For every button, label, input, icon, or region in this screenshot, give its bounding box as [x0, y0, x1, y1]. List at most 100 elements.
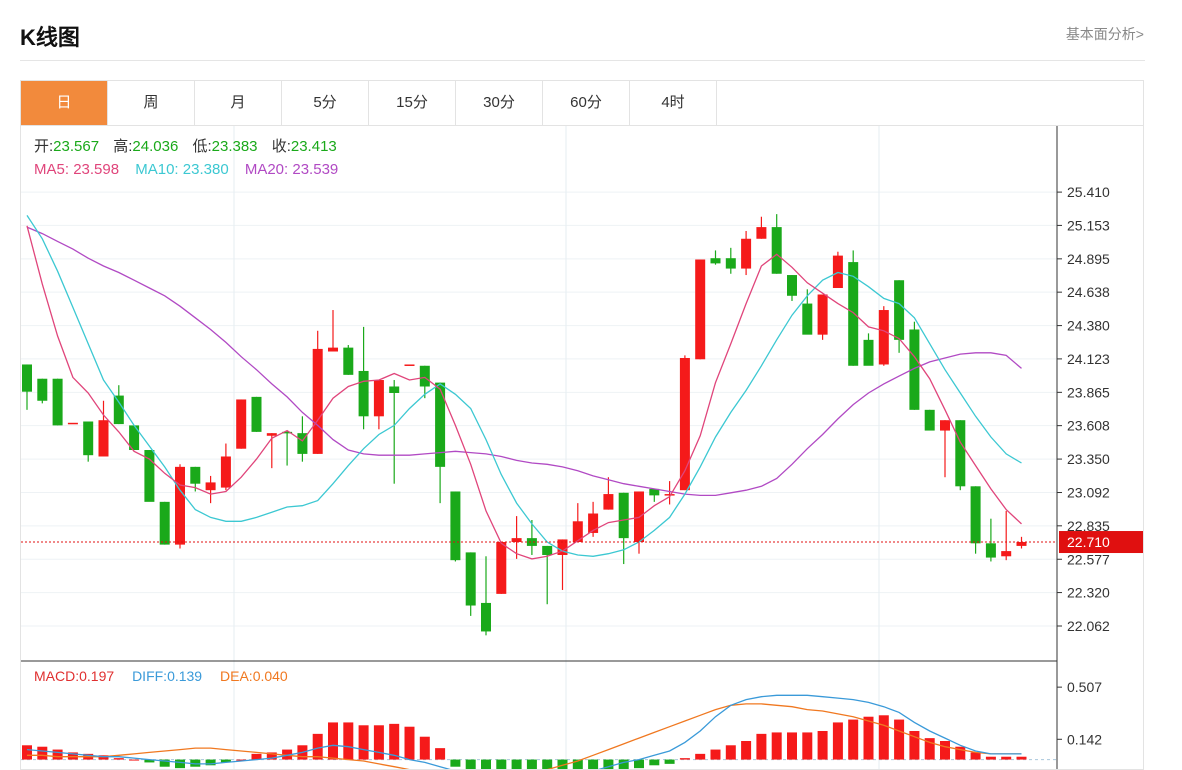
- fundamental-analysis-link[interactable]: 基本面分析>: [1065, 26, 1144, 42]
- dea-value: 0.040: [253, 668, 288, 684]
- tab-day[interactable]: 日: [21, 81, 108, 125]
- candle-up: [664, 494, 675, 496]
- candle-down: [83, 421, 94, 456]
- candle-down: [955, 420, 966, 487]
- candle-up: [328, 347, 338, 352]
- candle-down: [710, 258, 721, 264]
- candle-down: [129, 425, 140, 451]
- candle-down: [144, 450, 155, 502]
- macd-bar: [572, 759, 583, 769]
- high-value: 24.036: [132, 138, 178, 155]
- current-price-value: 22.710: [1067, 534, 1110, 550]
- macd-bar: [557, 759, 568, 769]
- candle-up: [1016, 542, 1027, 546]
- candle-down: [282, 431, 293, 434]
- tab-week[interactable]: 周: [108, 81, 195, 125]
- macd-bar: [634, 759, 644, 769]
- macd-bar: [190, 759, 201, 767]
- macd-readout: MACD:0.197 DIFF:0.139 DEA:0.040: [34, 668, 288, 684]
- tab-4hour[interactable]: 4时: [630, 81, 717, 125]
- candle-up: [205, 482, 216, 491]
- candle-up: [756, 227, 767, 239]
- macd-bar: [159, 759, 170, 767]
- kline-chart[interactable]: 22.710 25.410 25.153 24.895 24.638 24.380 24.1…: [21, 81, 1144, 770]
- macd-bar: [312, 733, 323, 760]
- macd-bar: [1016, 756, 1027, 760]
- dea-label: DEA:: [220, 668, 253, 684]
- candle-up: [572, 521, 583, 543]
- candle-down: [970, 486, 981, 544]
- macd-bar: [389, 723, 400, 760]
- macd-bar: [511, 759, 522, 769]
- macd-bar: [236, 759, 247, 761]
- y-tick-label: 25.153: [1067, 217, 1110, 233]
- macd-bar: [955, 746, 966, 760]
- candlestick-series: [22, 214, 1027, 636]
- macd-bar: [618, 759, 629, 769]
- candle-down: [526, 538, 537, 546]
- macd-bar: [802, 732, 813, 760]
- macd-bar: [419, 736, 430, 760]
- candle-up: [603, 494, 614, 510]
- macd-bar: [940, 741, 950, 760]
- macd-bar: [1001, 756, 1012, 760]
- ma10-line: [26, 215, 1022, 557]
- y-tick-label: 23.350: [1067, 451, 1110, 467]
- candle-up: [67, 422, 78, 425]
- ma20-line: [26, 226, 1022, 497]
- macd-bar: [129, 759, 140, 761]
- candle-down: [251, 396, 262, 432]
- macd-tick-label: 0.507: [1067, 679, 1102, 695]
- open-value: 23.567: [53, 138, 99, 155]
- macd-bar: [358, 725, 369, 760]
- macd-bar: [924, 738, 935, 760]
- candle-down: [159, 501, 170, 545]
- macd-bar: [817, 731, 828, 760]
- y-tick-label: 23.092: [1067, 485, 1110, 501]
- candle-up: [832, 255, 843, 289]
- macd-bar: [741, 741, 752, 760]
- candle-down: [37, 378, 48, 401]
- macd-bar: [22, 745, 32, 760]
- candle-down: [542, 545, 553, 555]
- candle-up: [588, 513, 599, 533]
- ma20-value: 23.539: [292, 161, 338, 178]
- ma10-label: MA10:: [135, 161, 183, 178]
- tab-month[interactable]: 月: [195, 81, 282, 125]
- candle-down: [771, 227, 782, 274]
- diff-value: 0.139: [167, 668, 202, 684]
- tab-5min[interactable]: 5分: [282, 81, 369, 125]
- macd-bar: [863, 716, 874, 760]
- macd-bar: [343, 722, 354, 760]
- macd-bar: [542, 759, 553, 769]
- candle-down: [985, 543, 996, 558]
- macd-bar: [251, 753, 262, 760]
- candle-up: [1001, 551, 1012, 557]
- macd-bar: [878, 715, 889, 760]
- candle-up: [741, 238, 752, 269]
- macd-tick-label: 0.142: [1067, 731, 1102, 747]
- macd-bar: [756, 733, 767, 760]
- macd-bar: [404, 726, 415, 760]
- macd-bar: [848, 719, 859, 760]
- y-tick-label: 24.895: [1067, 251, 1110, 267]
- candle-down: [419, 365, 430, 387]
- y-tick-label: 22.835: [1067, 518, 1110, 534]
- macd-bar: [588, 759, 599, 769]
- y-tick-label: 24.380: [1067, 318, 1110, 334]
- candle-down: [802, 303, 813, 335]
- candle-down: [848, 262, 859, 366]
- dea-line: [27, 703, 1022, 769]
- macd-bar: [664, 759, 675, 764]
- y-tick-label: 23.865: [1067, 384, 1110, 400]
- tab-30min[interactable]: 30分: [456, 81, 543, 125]
- macd-bar: [970, 752, 981, 760]
- candle-down: [52, 378, 63, 426]
- y-tick-label: 24.638: [1067, 284, 1110, 300]
- tab-60min[interactable]: 60分: [543, 81, 630, 125]
- macd-bar: [603, 759, 614, 769]
- candle-down: [481, 602, 491, 632]
- ma20-label: MA20:: [245, 161, 293, 178]
- low-value: 23.383: [212, 138, 258, 155]
- tab-15min[interactable]: 15分: [369, 81, 456, 125]
